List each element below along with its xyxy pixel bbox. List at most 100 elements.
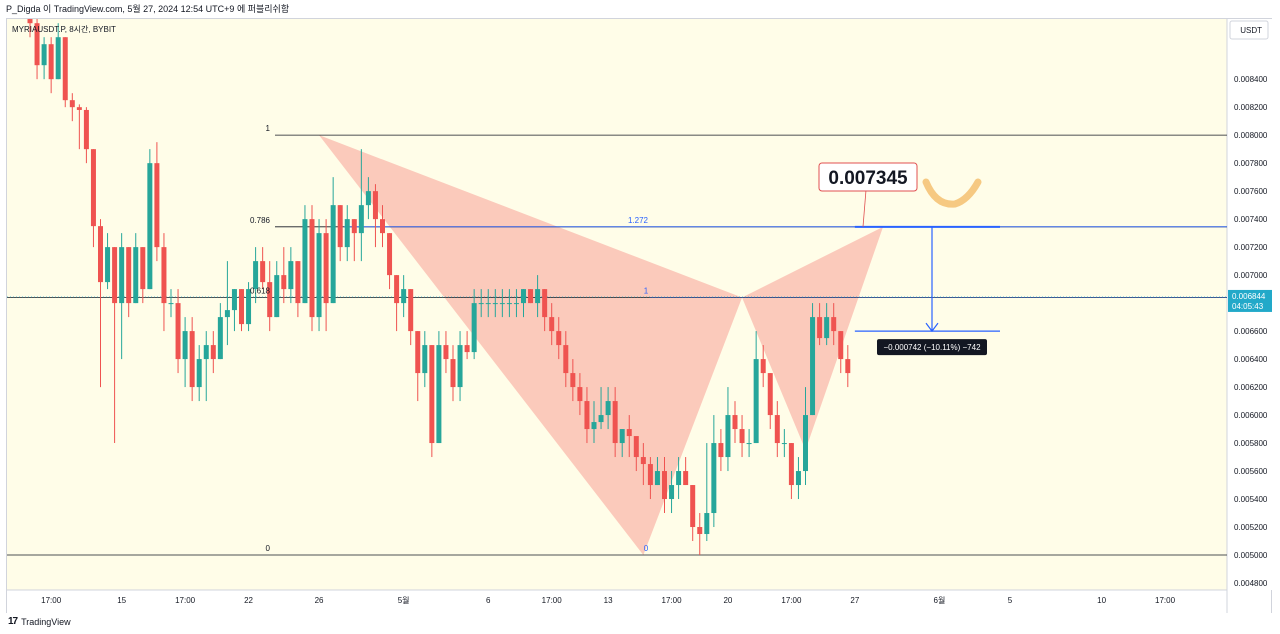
candle-body [239, 289, 244, 325]
publish-info-text: P_Digda 이 TradingView.com, 5월 27, 2024 1… [6, 4, 290, 14]
current-price-label: 0.006844 [1232, 292, 1266, 301]
candle-body [154, 163, 160, 248]
time-tick-label: 17:00 [1155, 596, 1176, 605]
time-tick-label: 5월 [398, 595, 410, 605]
candle-body [760, 359, 766, 374]
target-callout-text: 0.007345 [828, 168, 908, 189]
price-tick-label: 0.007000 [1234, 271, 1268, 280]
price-tick-label: 0.008000 [1234, 131, 1268, 140]
candle-body [323, 233, 329, 304]
time-tick-label: 20 [723, 596, 732, 605]
extension-label: 1 [644, 287, 649, 296]
candle-body [669, 485, 675, 500]
time-axis-background [7, 590, 1227, 613]
candle-body [34, 23, 40, 66]
candle-body [584, 401, 590, 430]
price-tick-label: 0.005400 [1234, 495, 1268, 504]
candle-body [112, 247, 118, 304]
candle-body [224, 310, 230, 318]
price-tick-label: 0.007600 [1234, 187, 1268, 196]
time-tick-label: 10 [1097, 596, 1106, 605]
candle-body [415, 331, 421, 374]
candle-body [803, 415, 808, 472]
candle-body [795, 471, 801, 486]
candle-body [436, 345, 442, 444]
candle-body [570, 373, 576, 388]
time-tick-label: 17:00 [662, 596, 683, 605]
candle-body [231, 289, 237, 311]
tradingview-logo[interactable]: 17 TradingView [8, 616, 71, 627]
candle-body [422, 345, 428, 374]
currency-label: USDT [1240, 26, 1262, 35]
measure-arrow-head [925, 322, 939, 333]
candle-body [344, 219, 350, 248]
measure-label-text: −0.000742 (−10.11%) −742 [883, 343, 981, 352]
candle-body [267, 282, 273, 318]
time-tick-label: 27 [850, 596, 859, 605]
price-tick-label: 0.008200 [1234, 103, 1268, 112]
price-tick-label: 0.004800 [1234, 579, 1268, 588]
time-tick-label: 17:00 [781, 596, 802, 605]
candle-body [246, 289, 252, 325]
fib-level-label: 0 [266, 544, 271, 553]
time-tick-label: 26 [315, 596, 324, 605]
candle-body [753, 359, 759, 444]
candle-body [387, 233, 393, 276]
candle-body [513, 303, 519, 305]
time-tick-label: 15 [117, 596, 126, 605]
time-tick-label: 5 [1008, 596, 1013, 605]
candle-body [704, 513, 710, 535]
candle-body [535, 289, 541, 304]
time-tick-label: 17:00 [175, 596, 196, 605]
candle-body [697, 527, 703, 535]
candle-body [640, 457, 646, 465]
candle-body [824, 317, 830, 339]
candle-body [372, 191, 378, 220]
tradingview-logo-icon: 17 [8, 616, 18, 627]
candle-body [365, 191, 371, 206]
price-tick-label: 0.005800 [1234, 439, 1268, 448]
candle-body [739, 429, 745, 444]
candle-body [676, 471, 682, 486]
candle-body [654, 471, 660, 486]
candle-body [605, 401, 611, 416]
candle-body [196, 359, 202, 388]
candle-body [210, 345, 216, 360]
candle-body [140, 247, 146, 290]
candle-body [781, 443, 787, 445]
price-tick-label: 0.007800 [1234, 159, 1268, 168]
price-tick-label: 0.006200 [1234, 383, 1268, 392]
candle-body [577, 387, 583, 402]
candle-body [27, 19, 33, 24]
candle-body [443, 345, 449, 360]
candle-body [351, 219, 357, 234]
time-tick-label: 13 [604, 596, 613, 605]
candle-body [774, 415, 780, 444]
currency-box [1229, 20, 1269, 40]
candle-body [83, 109, 89, 150]
time-tick-label: 17:00 [542, 596, 563, 605]
extension-label: 0 [644, 544, 649, 553]
candle-body [549, 317, 555, 332]
candle-body [457, 345, 463, 388]
candle-body [48, 44, 54, 80]
candle-body [90, 149, 96, 227]
candle-body [408, 289, 414, 332]
measure-label-box [877, 339, 987, 356]
candle-body [711, 443, 717, 514]
target-callout-box [818, 162, 918, 192]
price-tick-label: 0.008400 [1234, 75, 1268, 84]
candle-body [337, 205, 343, 248]
price-tick-label: 0.006000 [1234, 411, 1268, 420]
candle-body [253, 261, 259, 290]
tradingview-logo-text: TradingView [21, 616, 71, 627]
time-tick-label: 22 [244, 596, 253, 605]
candle-body [295, 261, 301, 304]
candle-body [76, 107, 82, 110]
candle-body [471, 303, 477, 353]
candle-body [55, 37, 61, 80]
candle-body [556, 331, 562, 346]
candle-body [288, 261, 294, 290]
fib-level-label: 0.786 [250, 216, 271, 225]
